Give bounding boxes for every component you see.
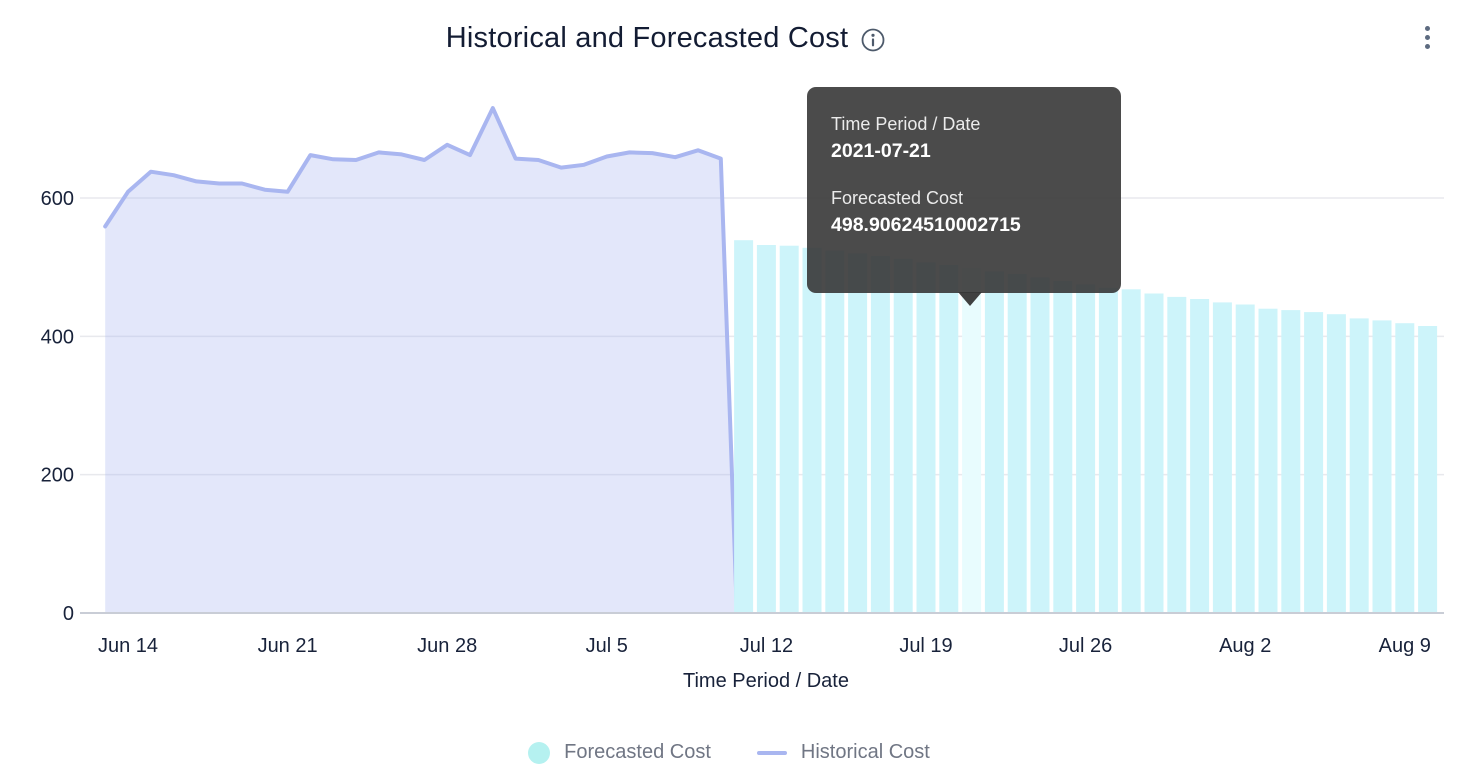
forecast-bar[interactable] (1030, 277, 1050, 614)
legend-item-forecasted-cost[interactable]: Forecasted Cost (528, 741, 711, 764)
forecast-bar[interactable] (848, 253, 868, 614)
x-axis-title: Time Period / Date (683, 670, 849, 692)
x-tick-label: Jun 14 (98, 635, 158, 657)
forecast-bar[interactable] (1121, 289, 1141, 613)
chart-header: Historical and Forecasted Cost (0, 22, 1395, 55)
forecast-bar[interactable] (779, 245, 799, 613)
x-tick-label: Jun 21 (258, 635, 318, 657)
tooltip-series-value: 498.90624510002715 (831, 213, 1021, 236)
forecast-bar[interactable] (916, 262, 936, 613)
forecast-bar[interactable] (1418, 326, 1438, 613)
legend-label: Forecasted Cost (564, 741, 711, 763)
forecast-bar[interactable] (1167, 296, 1187, 613)
y-tick-label: 400 (41, 326, 74, 348)
x-tick-label: Jul 5 (586, 635, 628, 657)
chart-tooltip: Time Period / Date 2021-07-21 Forecasted… (807, 87, 1121, 306)
tooltip-pointer (958, 292, 982, 306)
y-tick-label: 200 (41, 465, 74, 487)
y-tick-label: 600 (41, 188, 74, 210)
historical-area (105, 108, 737, 613)
forecast-bar[interactable] (984, 271, 1004, 613)
kebab-menu-icon[interactable] (1414, 20, 1440, 54)
legend-label: Historical Cost (800, 741, 930, 763)
forecast-bar[interactable] (1144, 293, 1164, 614)
chart-title: Historical and Forecasted Cost (445, 22, 849, 54)
info-icon[interactable] (860, 27, 886, 53)
forecast-bar[interactable] (893, 258, 913, 613)
historical-cost-swatch-icon (756, 750, 787, 755)
forecast-bar[interactable] (1326, 314, 1346, 613)
forecast-bar[interactable] (756, 245, 776, 613)
legend-item-historical-cost[interactable]: Historical Cost (756, 741, 930, 764)
x-tick-label: Jun 28 (417, 635, 477, 657)
forecast-bar[interactable] (825, 250, 845, 613)
chart-legend: Forecasted Cost Historical Cost (0, 741, 1458, 764)
forecast-bar[interactable] (1212, 302, 1232, 613)
forecast-bar[interactable] (1258, 308, 1278, 613)
forecast-bar[interactable] (734, 240, 754, 613)
y-tick-label: 0 (63, 603, 74, 625)
forecast-bar[interactable] (1349, 318, 1369, 613)
tooltip-x-value: 2021-07-21 (831, 140, 931, 163)
x-tick-label: Jul 19 (899, 635, 952, 657)
forecast-bar[interactable] (1304, 312, 1324, 613)
forecast-bar[interactable] (1281, 310, 1301, 613)
x-tick-label: Jul 12 (740, 635, 793, 657)
forecast-bar[interactable] (1053, 281, 1073, 613)
forecasted-cost-swatch-icon (528, 741, 551, 764)
forecast-bar[interactable] (1372, 320, 1392, 613)
forecast-bar[interactable] (1007, 274, 1027, 613)
x-tick-label: Aug 2 (1219, 635, 1271, 657)
tooltip-x-label: Time Period / Date (831, 114, 981, 134)
tooltip-series-label: Forecasted Cost (831, 187, 964, 208)
x-tick-label: Jul 26 (1059, 635, 1112, 657)
x-tick-label: Aug 9 (1379, 635, 1431, 657)
forecast-bar[interactable] (1190, 299, 1210, 613)
historical-line (103, 106, 739, 613)
forecast-bar[interactable] (1076, 284, 1096, 614)
forecast-bar[interactable] (1395, 323, 1415, 613)
forecast-bar[interactable] (1098, 287, 1118, 613)
forecast-bar[interactable] (802, 247, 822, 614)
forecast-bar[interactable] (939, 265, 959, 613)
forecast-bar-hovered[interactable] (962, 267, 982, 613)
forecast-bar[interactable] (870, 256, 890, 613)
forecast-bar[interactable] (1235, 304, 1255, 614)
